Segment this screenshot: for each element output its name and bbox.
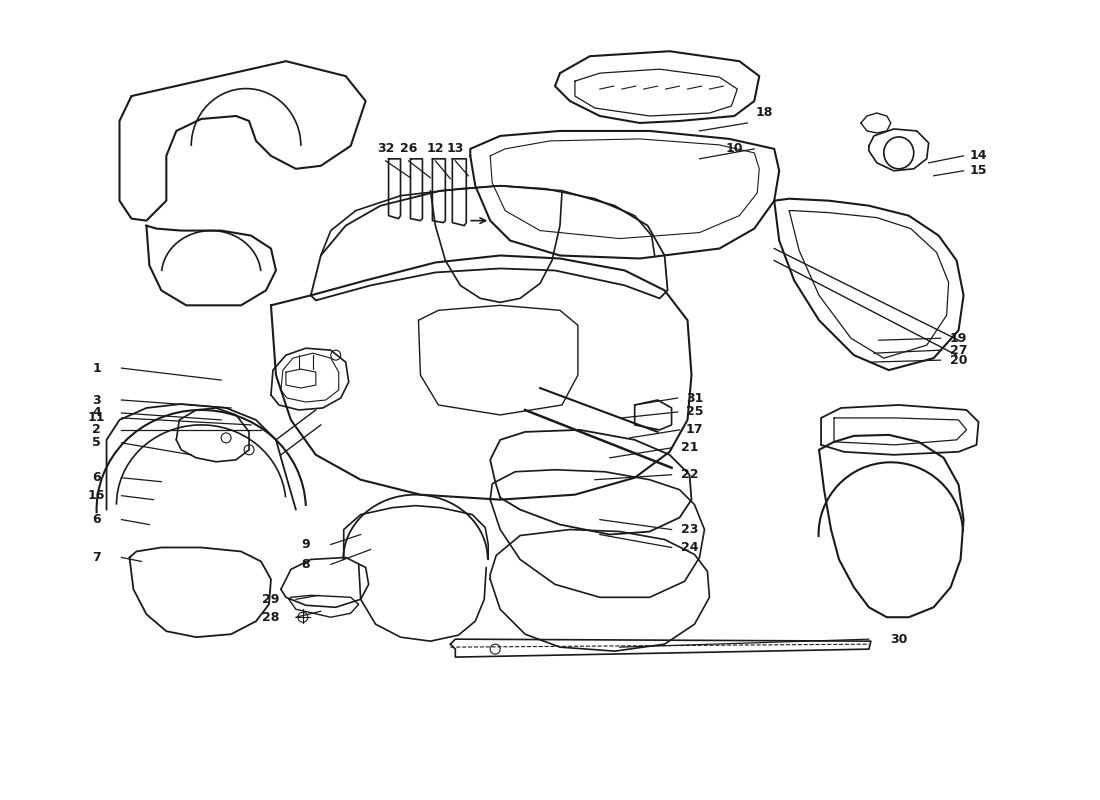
Text: 13: 13: [447, 142, 464, 155]
Text: 10: 10: [726, 142, 744, 155]
Text: 31: 31: [685, 391, 703, 405]
Text: 2: 2: [92, 423, 101, 436]
Text: 19: 19: [950, 332, 967, 345]
Text: 20: 20: [949, 354, 967, 366]
Text: 6: 6: [92, 471, 101, 484]
Text: 14: 14: [970, 150, 988, 162]
Text: 9: 9: [301, 538, 310, 551]
Text: 26: 26: [399, 142, 417, 155]
Text: 1: 1: [92, 362, 101, 374]
Text: 15: 15: [970, 164, 988, 178]
Text: 29: 29: [262, 593, 279, 606]
Text: 30: 30: [890, 633, 908, 646]
Text: 27: 27: [949, 344, 967, 357]
Text: 12: 12: [427, 142, 444, 155]
Text: 21: 21: [681, 442, 698, 454]
Text: 8: 8: [301, 558, 310, 571]
Text: 5: 5: [92, 436, 101, 450]
Text: 4: 4: [92, 406, 101, 419]
Text: 17: 17: [685, 423, 703, 436]
Text: 23: 23: [681, 523, 698, 536]
Text: 32: 32: [377, 142, 394, 155]
Text: 18: 18: [756, 106, 773, 119]
Text: 25: 25: [685, 406, 703, 418]
Text: 7: 7: [92, 551, 101, 564]
Text: 3: 3: [92, 394, 101, 406]
Text: 28: 28: [262, 610, 279, 624]
Text: 24: 24: [681, 541, 698, 554]
Text: 22: 22: [681, 468, 698, 482]
Text: 6: 6: [92, 513, 101, 526]
Text: 16: 16: [88, 489, 106, 502]
Text: 11: 11: [88, 411, 106, 425]
